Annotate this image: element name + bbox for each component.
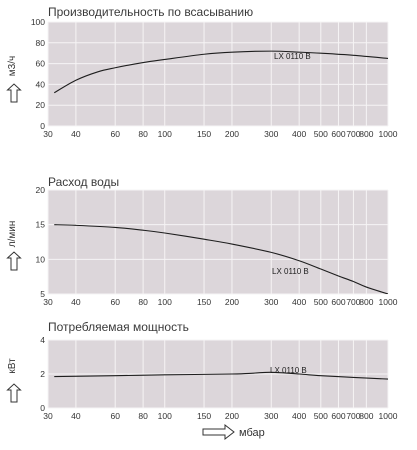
x-tick-label: 40 (71, 129, 81, 139)
series-label: LX 0110 B (272, 267, 309, 276)
x-tick-label: 60 (110, 129, 120, 139)
y-tick-label: 100 (31, 17, 45, 27)
series-line (53, 50, 388, 94)
x-tick-label: 40 (71, 297, 81, 307)
y-tick-label: 20 (36, 100, 46, 110)
y-tick-label: 4 (40, 335, 45, 345)
up-arrow-shape (6, 83, 22, 103)
x-tick-label: 30 (43, 411, 53, 421)
series-label: LX 0110 B (270, 366, 307, 375)
x-tick-label: 40 (71, 411, 81, 421)
x-tick-label: 300 (264, 297, 278, 307)
y-axis-label-group: л/мин (7, 221, 18, 248)
x-tick-label: 300 (264, 411, 278, 421)
chart-title: Потребляемая мощность (48, 320, 189, 334)
up-arrow-icon (6, 383, 22, 403)
series-label: LX 0110 B (274, 52, 311, 61)
x-tick-label: 150 (197, 297, 211, 307)
x-tick-label: 500 (314, 297, 328, 307)
x-tick-label: 30 (43, 129, 53, 139)
y-axis-label-group: кВт (7, 358, 18, 374)
y-axis-label: м3/ч (7, 56, 18, 76)
gridlines (47, 339, 389, 409)
x-tick-label: 800 (359, 129, 373, 139)
x-tick-label: 600 (331, 297, 345, 307)
up-arrow-shape (6, 383, 22, 403)
gridlines (47, 189, 389, 295)
x-tick-label: 400 (292, 411, 306, 421)
y-tick-labels: 0 20 40 60 80 100 (31, 17, 45, 131)
y-tick-label: 10 (36, 254, 46, 264)
x-tick-label: 30 (43, 297, 53, 307)
x-tick-label: 60 (110, 411, 120, 421)
x-tick-label: 200 (225, 411, 239, 421)
x-axis-label: мбар (239, 427, 265, 439)
x-tick-label: 200 (225, 129, 239, 139)
up-arrow-icon (6, 251, 22, 271)
chart-title: Расход воды (48, 175, 119, 189)
series-line (54, 371, 388, 380)
y-tick-labels: 0 2 4 (40, 335, 45, 413)
x-tick-label: 300 (264, 129, 278, 139)
plot-area (48, 22, 388, 126)
y-tick-label: 2 (40, 369, 45, 379)
y-tick-label: 60 (36, 59, 46, 69)
x-tick-label: 400 (292, 129, 306, 139)
y-axis-label: кВт (7, 358, 18, 374)
y-tick-label: 0 (40, 403, 45, 413)
y-tick-label: 20 (36, 185, 46, 195)
y-tick-labels: 5 10 15 20 (36, 185, 46, 299)
right-arrow-icon (202, 423, 235, 441)
x-tick-label: 700 (346, 297, 360, 307)
x-tick-label: 700 (346, 411, 360, 421)
x-tick-label: 1000 (379, 297, 398, 307)
x-tick-label: 800 (359, 297, 373, 307)
x-tick-label: 80 (138, 411, 148, 421)
y-tick-label: 40 (36, 79, 46, 89)
x-tick-label: 150 (197, 129, 211, 139)
x-tick-label: 100 (158, 129, 172, 139)
gridlines (47, 21, 389, 127)
x-tick-label: 500 (314, 129, 328, 139)
x-tick-label: 150 (197, 411, 211, 421)
chart-suction-capacity: Производительность по всасыванию 0 20 40 60… (6, 5, 398, 139)
y-tick-label: 0 (40, 121, 45, 131)
x-tick-label: 60 (110, 297, 120, 307)
chart-power-consumption: Потребляемая мощность 0 2 4 30 40 60 80 100 150… (6, 320, 398, 421)
chart-water-flow: Расход воды 5 10 15 20 30 40 60 80 100 150 200 300… (6, 175, 398, 307)
x-axis-label-group: мбар (202, 423, 265, 441)
x-tick-label: 600 (331, 411, 345, 421)
x-tick-label: 700 (346, 129, 360, 139)
y-axis-label: л/мин (7, 221, 18, 248)
y-tick-label: 80 (36, 38, 46, 48)
x-tick-label: 1000 (379, 411, 398, 421)
x-tick-label: 500 (314, 411, 328, 421)
x-tick-label: 800 (359, 411, 373, 421)
chart-title: Производительность по всасыванию (48, 5, 253, 19)
x-tick-label: 80 (138, 129, 148, 139)
x-tick-label: 600 (331, 129, 345, 139)
y-tick-label: 5 (40, 289, 45, 299)
up-arrow-shape (6, 251, 22, 271)
up-arrow-icon (6, 83, 22, 103)
x-tick-label: 400 (292, 297, 306, 307)
y-tick-label: 15 (36, 220, 46, 230)
x-tick-label: 100 (158, 411, 172, 421)
x-tick-label: 100 (158, 297, 172, 307)
y-axis-label-group: м3/ч (7, 56, 18, 76)
x-tick-label: 80 (138, 297, 148, 307)
x-tick-label: 200 (225, 297, 239, 307)
series-line (54, 224, 388, 294)
x-tick-label: 1000 (379, 129, 398, 139)
